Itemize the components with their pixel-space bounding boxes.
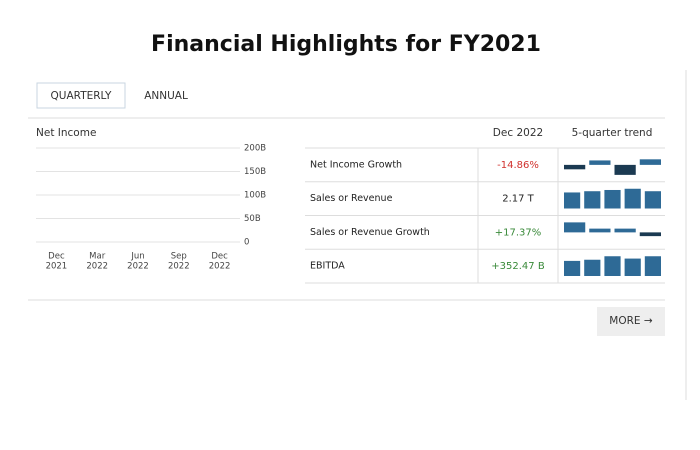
row-value: 2.17 T [502,194,534,205]
trend-bar [589,160,611,165]
trend-bar [584,259,601,276]
chart-title: Net Income [36,127,96,139]
trend-bar [614,164,636,175]
trend-bar [564,260,581,276]
row-value: +352.47 B [491,261,545,272]
trend-bar [614,228,636,233]
trend-bar [584,191,601,209]
x-tick-label: 2022 [127,262,149,272]
trend-bar [604,189,621,209]
x-tick-label: Sep [171,252,187,262]
page-title: Financial Highlights for FY2021 [151,32,541,57]
tab[interactable]: ANNUAL [144,90,188,102]
tab[interactable]: QUARTERLY [51,90,112,102]
x-tick-label: Jun [130,252,144,262]
more-button[interactable] [597,307,665,336]
column-header: Dec 2022 [493,127,543,139]
x-tick-label: Dec [48,252,65,262]
y-tick-label: 150B [244,167,266,177]
trend-bar [644,256,661,276]
trend-bar [639,159,661,165]
trend-bar [604,256,621,276]
row-name: Sales or Revenue Growth [310,227,430,238]
y-tick-label: 100B [244,191,266,201]
row-name: EBITDA [310,261,345,272]
y-tick-label: 0 [244,238,249,248]
x-tick-label: Mar [89,252,106,262]
trend-bar [644,191,661,209]
row-value: -14.86% [497,160,539,171]
row-name: Sales or Revenue [310,193,393,204]
x-tick-label: 2022 [168,262,190,272]
trend-bar [624,258,641,276]
trend-bar [564,164,586,170]
column-header: 5-quarter trend [572,127,653,139]
x-tick-label: 2022 [209,262,231,272]
trend-bar [589,228,611,233]
x-tick-label: Dec [211,252,228,262]
trend-bar [639,232,661,237]
more-label[interactable]: MORE → [609,315,653,327]
y-tick-label: 200B [244,144,266,154]
trend-bar [624,188,641,209]
row-value: +17.37% [495,227,542,238]
x-tick-label: 2022 [86,262,108,272]
tab-box[interactable] [36,82,126,109]
x-tick-label: 2021 [46,262,68,272]
trend-bar [564,222,586,233]
row-name: Net Income Growth [310,159,402,170]
trend-bar [564,192,581,209]
y-tick-label: 50B [244,214,261,224]
